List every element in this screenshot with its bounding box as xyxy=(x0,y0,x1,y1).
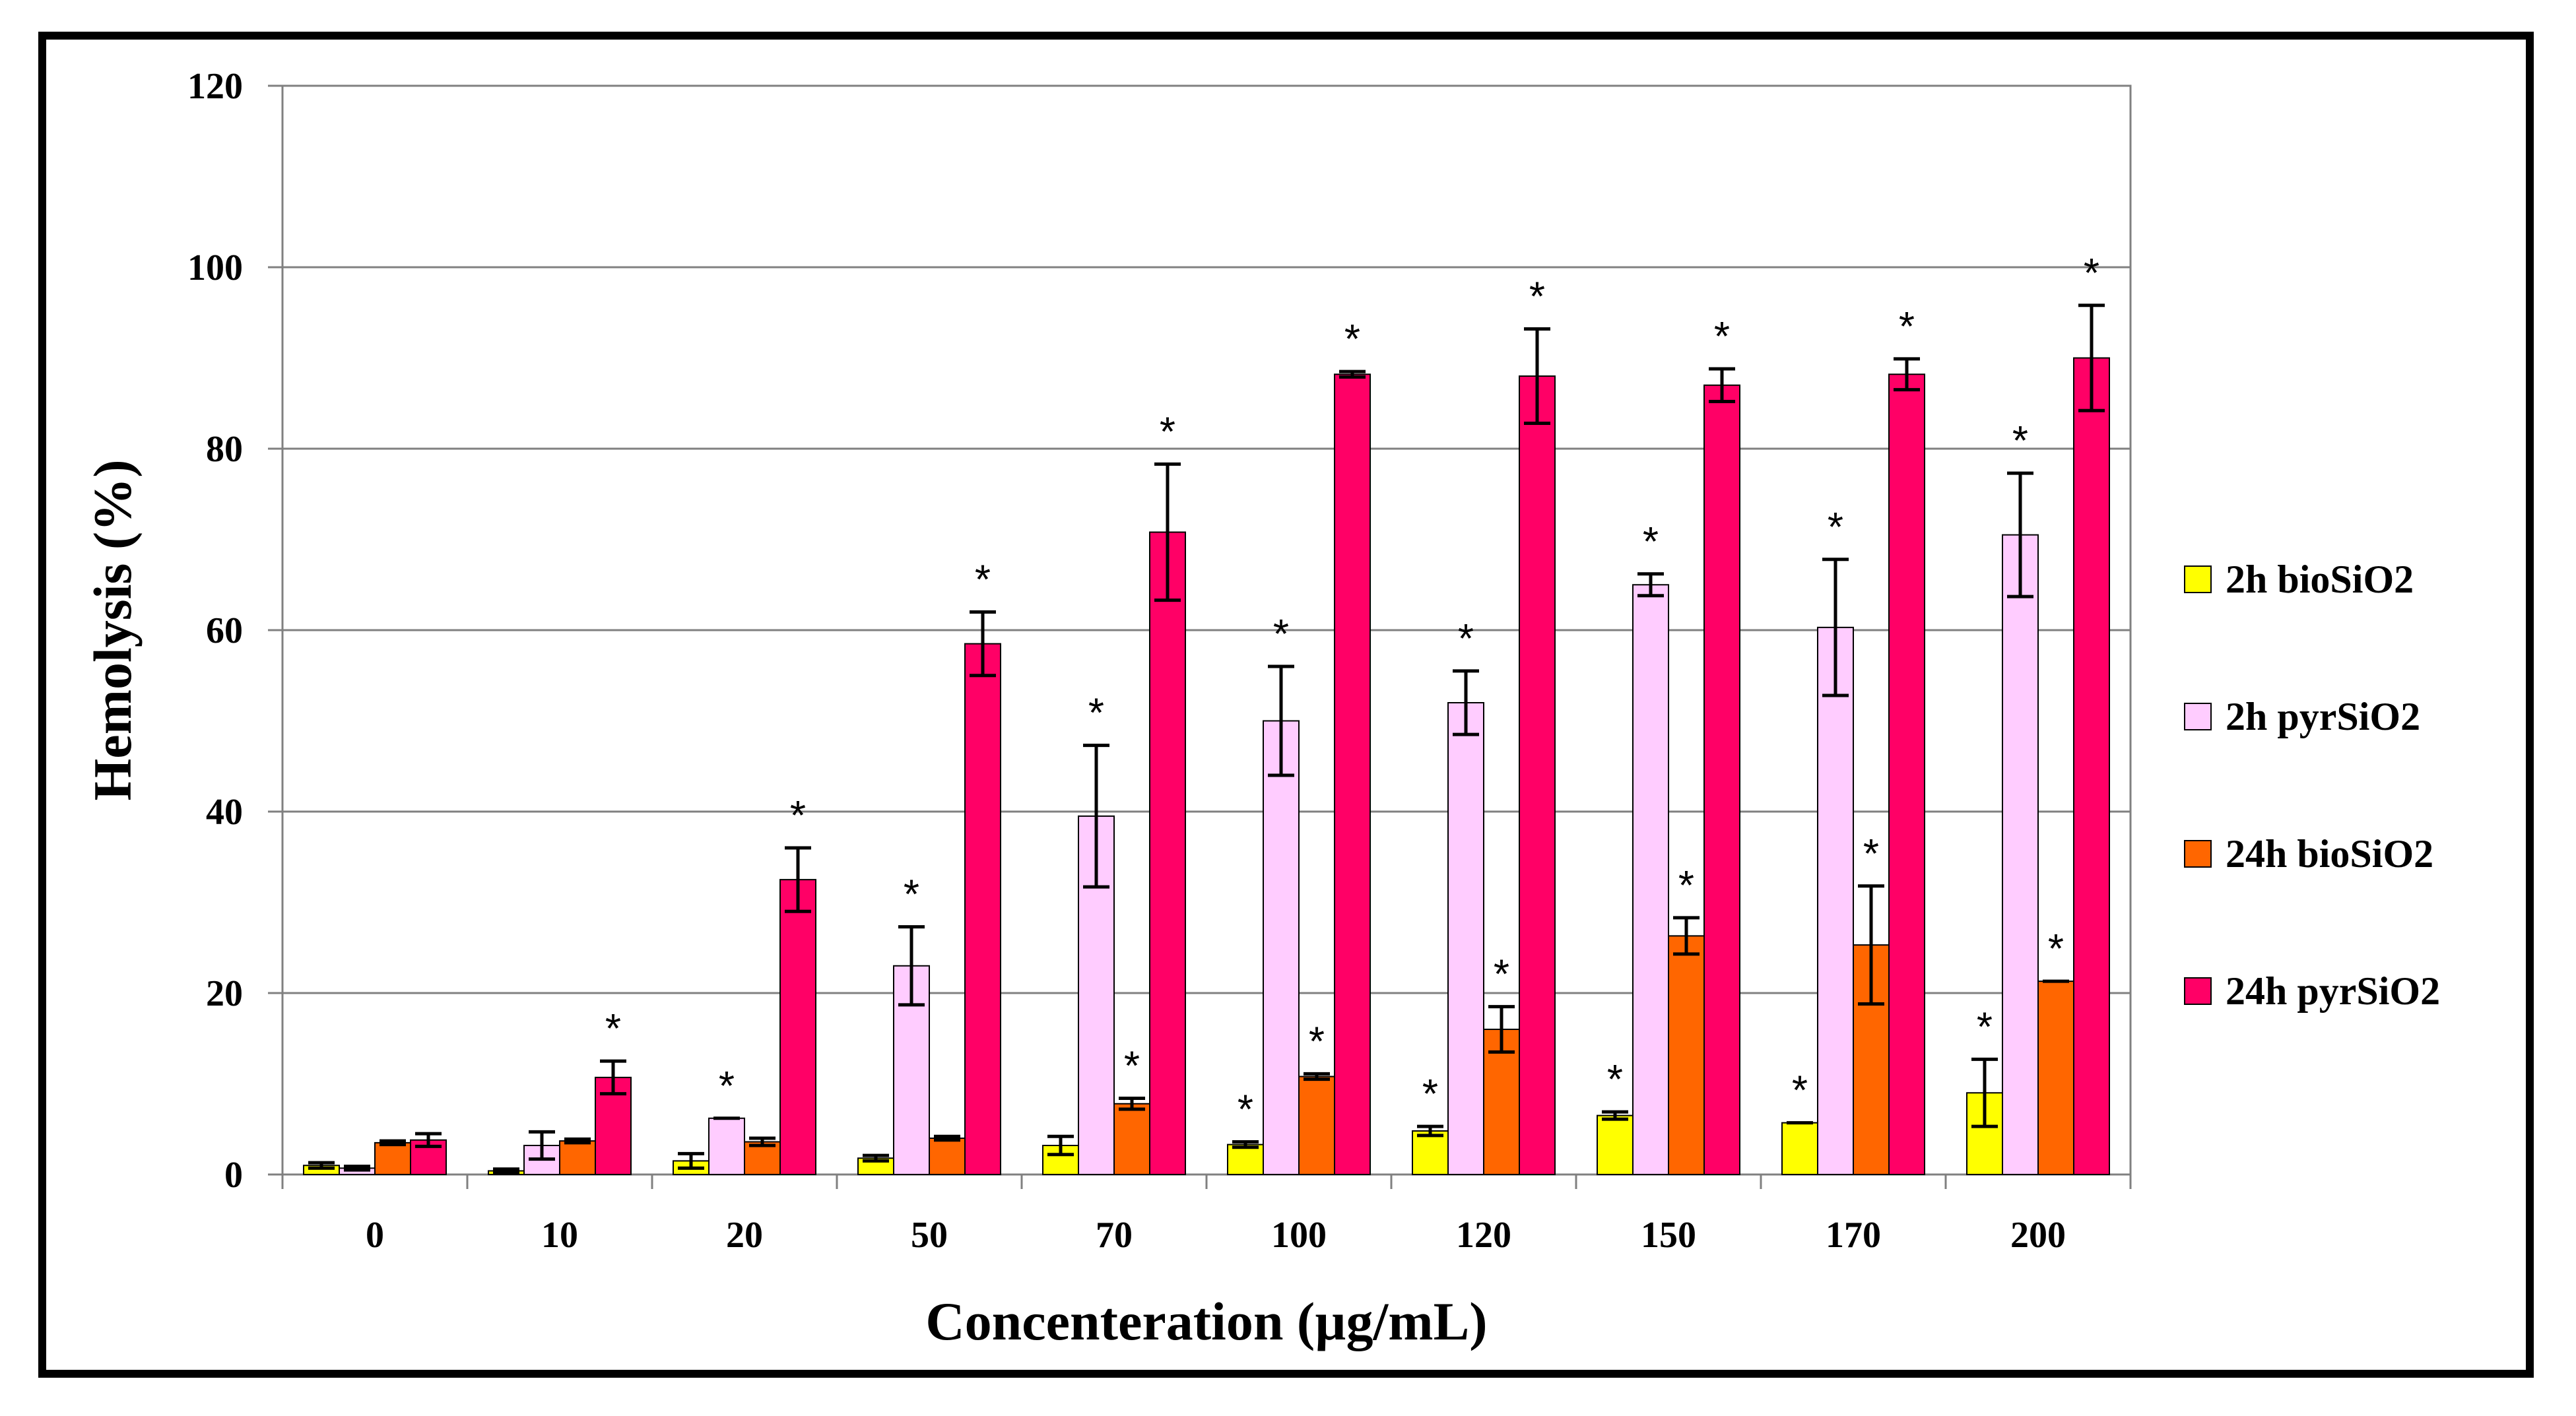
x-tick-label: 200 xyxy=(2010,1215,2066,1256)
bar xyxy=(1817,626,1854,1175)
significance-star: * xyxy=(1309,1019,1325,1064)
x-tick-label: 100 xyxy=(1271,1215,1327,1256)
bar xyxy=(374,1142,411,1175)
bar xyxy=(779,879,816,1175)
bar xyxy=(1668,935,1705,1175)
y-tick-label: 40 xyxy=(206,792,243,833)
significance-star: * xyxy=(1124,1044,1140,1089)
y-tick-label: 100 xyxy=(187,247,243,288)
bar xyxy=(2002,534,2039,1175)
bar xyxy=(1703,384,1740,1175)
legend-swatch xyxy=(2184,565,2212,593)
axes xyxy=(268,84,2132,1189)
x-tick-label: 150 xyxy=(1641,1215,1696,1256)
significance-star: * xyxy=(1678,863,1694,909)
y-tick-label: 120 xyxy=(187,66,243,107)
legend-label: 24h bioSiO2 xyxy=(2226,832,2433,876)
bar xyxy=(929,1138,966,1175)
bar xyxy=(1149,531,1186,1175)
significance-star: * xyxy=(1607,1057,1623,1103)
x-axis-title: Concenteration (µg/mL) xyxy=(925,1291,1487,1351)
significance-star: * xyxy=(1494,952,1509,998)
bar xyxy=(708,1117,745,1175)
significance-star: * xyxy=(1792,1068,1808,1114)
significance-star: * xyxy=(605,1006,621,1052)
bar xyxy=(1113,1103,1150,1175)
legend-swatch xyxy=(2184,703,2212,730)
bar xyxy=(1781,1122,1818,1175)
significance-star: * xyxy=(1643,519,1659,565)
legend-swatch xyxy=(2184,840,2212,868)
significance-star: * xyxy=(1863,831,1879,877)
error-bars xyxy=(308,304,2105,1175)
x-tick-labels: 0 10 20 50 70 100 120 150 170 200 xyxy=(366,1215,2066,1256)
significance-star: * xyxy=(1899,304,1915,350)
bar xyxy=(559,1140,596,1175)
bar xyxy=(1519,375,1556,1175)
significance-star: * xyxy=(1422,1072,1438,1117)
significance-star: * xyxy=(1458,616,1474,662)
bar xyxy=(2073,357,2110,1175)
significance-markers: * * * * * * * * * * * * * * * * * * * * * * * * * * * * xyxy=(605,251,2099,1133)
x-tick-label: 70 xyxy=(1096,1215,1133,1256)
bar xyxy=(1227,1143,1264,1175)
y-tick-label: 60 xyxy=(206,610,243,651)
bar-series xyxy=(303,357,2110,1175)
y-tick-label: 20 xyxy=(206,973,243,1014)
y-tick-labels: 0 20 40 60 80 100 120 xyxy=(187,66,243,1196)
bar xyxy=(1632,584,1669,1175)
x-tick-label: 50 xyxy=(911,1215,948,1256)
significance-star: * xyxy=(1828,505,1843,550)
significance-star: * xyxy=(2012,418,2028,464)
x-tick-label: 0 xyxy=(366,1215,384,1256)
y-tick-label: 80 xyxy=(206,429,243,470)
significance-star: * xyxy=(719,1064,735,1109)
legend-label: 2h bioSiO2 xyxy=(2226,558,2414,601)
significance-star: * xyxy=(1088,691,1104,736)
x-tick-label: 120 xyxy=(1456,1215,1511,1256)
legend: 2h bioSiO2 2h pyrSiO2 24h bioSiO2 24h pyrSi… xyxy=(2184,558,2440,1013)
y-axis-title: Hemolysis (%) xyxy=(83,460,143,801)
significance-star: * xyxy=(904,872,919,918)
significance-star: * xyxy=(790,793,806,839)
significance-star: * xyxy=(1238,1087,1253,1133)
significance-star: * xyxy=(1273,612,1289,657)
x-tick-label: 20 xyxy=(726,1215,763,1256)
bar xyxy=(1263,720,1300,1175)
bar xyxy=(1597,1114,1634,1175)
x-tick-label: 170 xyxy=(1826,1215,1881,1256)
bar xyxy=(1298,1076,1335,1175)
significance-star: * xyxy=(1977,1004,1993,1050)
y-tick-label: 0 xyxy=(224,1155,243,1196)
significance-star: * xyxy=(975,558,991,603)
significance-star: * xyxy=(1160,409,1175,455)
x-tick-label: 10 xyxy=(541,1215,578,1256)
significance-star: * xyxy=(1344,317,1360,362)
bar xyxy=(2037,981,2074,1175)
significance-star: * xyxy=(2048,926,2064,972)
legend-label: 24h pyrSiO2 xyxy=(2226,969,2440,1013)
bar xyxy=(1334,373,1371,1175)
bar xyxy=(1412,1130,1449,1175)
bar xyxy=(964,643,1001,1175)
bar xyxy=(1888,373,1925,1175)
significance-star: * xyxy=(1529,274,1545,320)
significance-star: * xyxy=(1714,314,1730,360)
legend-label: 2h pyrSiO2 xyxy=(2226,695,2420,738)
legend-swatch xyxy=(2184,977,2212,1005)
significance-star: * xyxy=(2084,251,2099,296)
bar xyxy=(1447,702,1484,1175)
